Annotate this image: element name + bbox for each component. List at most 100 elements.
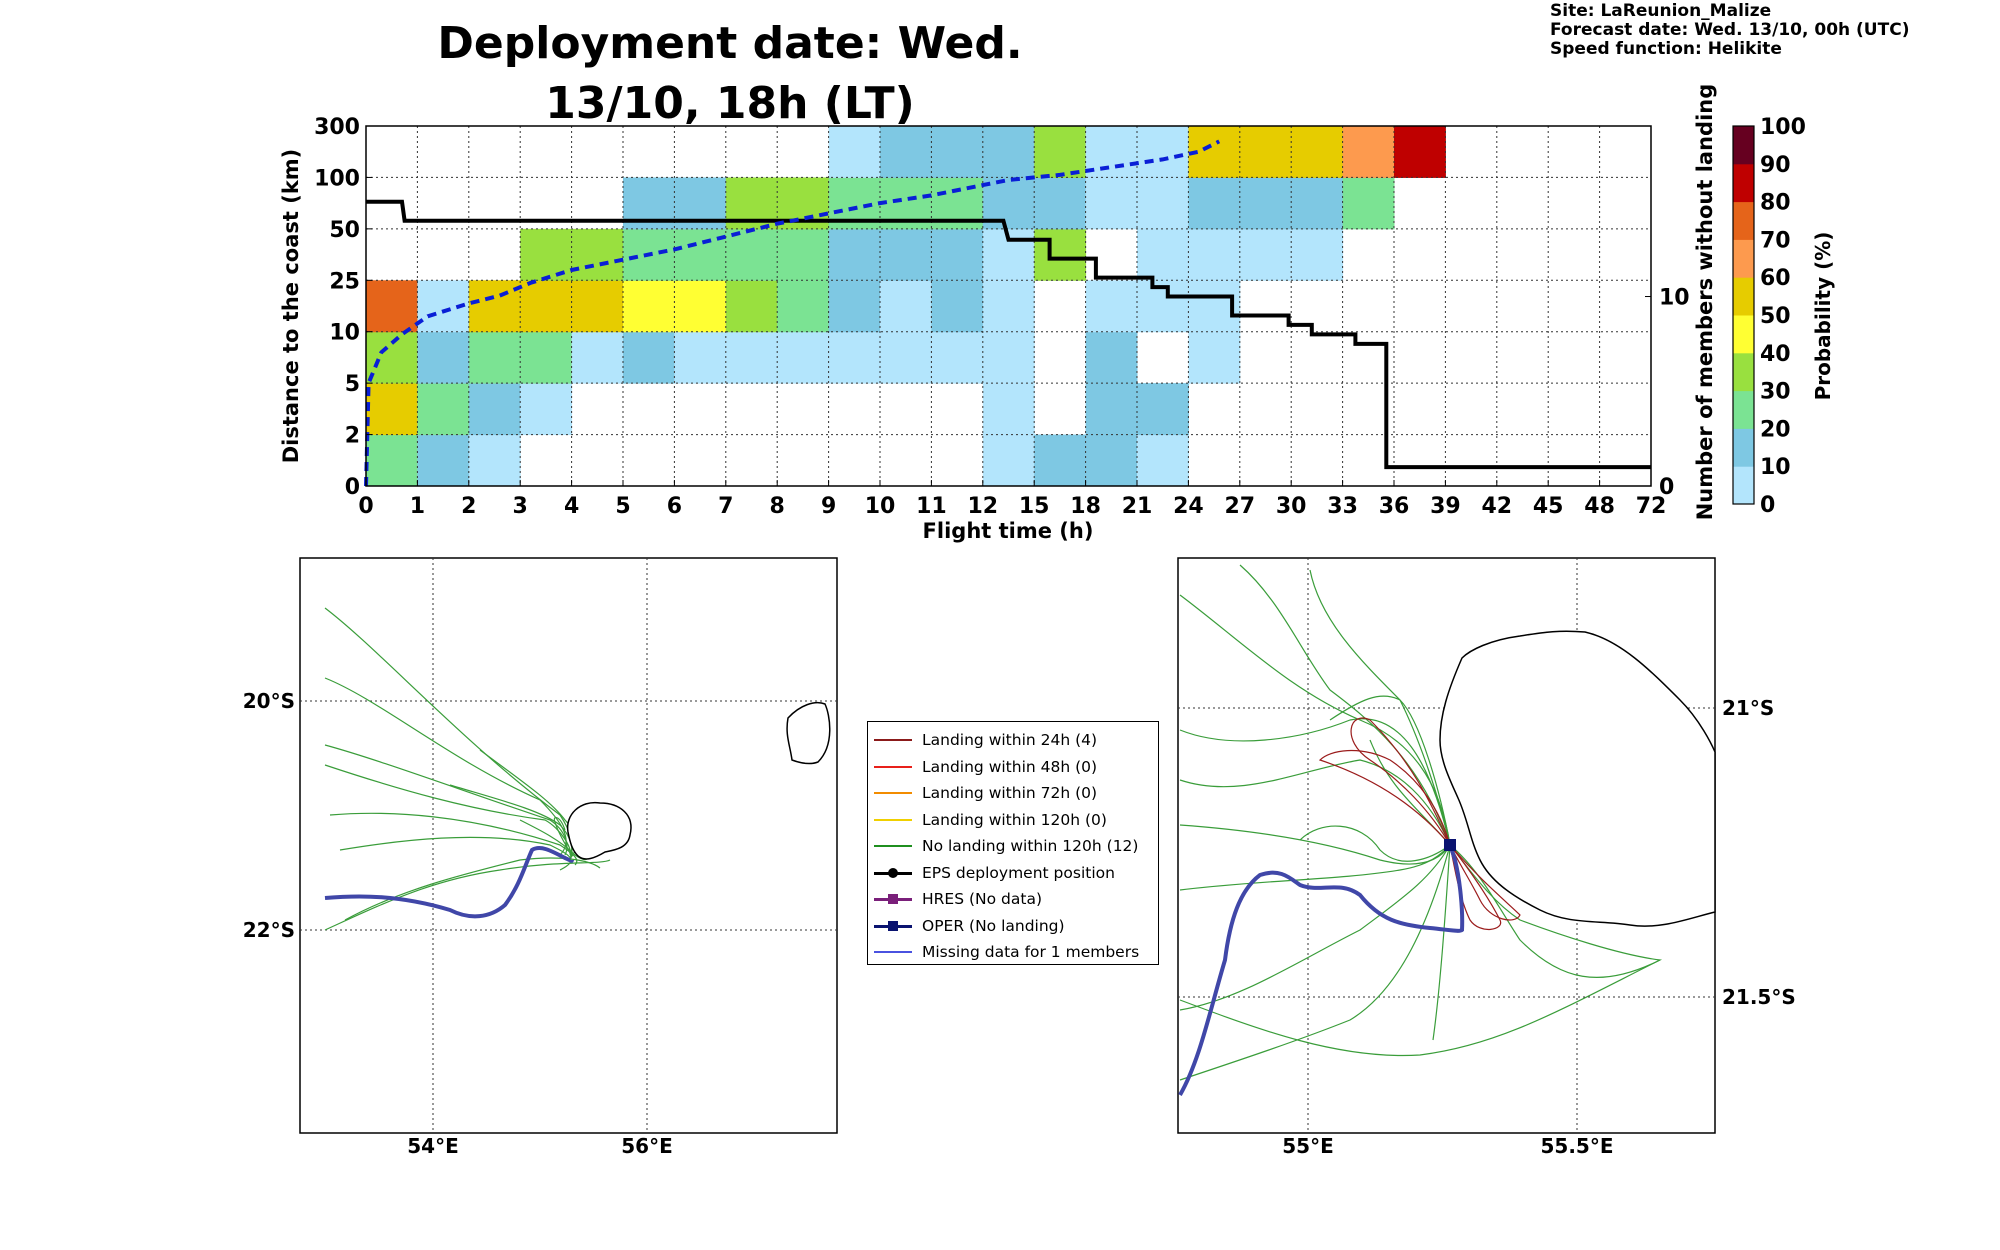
left-map-graticule xyxy=(300,558,837,1133)
x-tick-label: 2 xyxy=(461,494,476,519)
right-map-lat-label-1: 21.5°S xyxy=(1722,985,1796,1009)
left-map: 54°E 56°E 20°S 22°S xyxy=(243,557,838,1158)
heatmap-cell xyxy=(982,126,1035,178)
heatmap-cell xyxy=(417,383,470,436)
heatmap-cell xyxy=(982,280,1035,333)
heatmap-cell xyxy=(468,331,521,384)
heatmap-cell xyxy=(828,228,881,281)
heatmap-cell xyxy=(520,331,573,384)
heatmap-cell xyxy=(1137,434,1189,487)
median-distance-line xyxy=(364,139,1221,487)
x-tick-label: 36 xyxy=(1379,494,1410,519)
legend-item: Landing within 48h (0) xyxy=(874,754,1152,781)
x-tick-label: 0 xyxy=(358,494,373,519)
heatmap-cell xyxy=(520,383,573,436)
legend-swatch xyxy=(874,759,912,775)
legend-label: Landing within 24h (4) xyxy=(922,731,1098,750)
x-tick-label: 10 xyxy=(865,494,896,519)
circle-marker-icon xyxy=(888,867,898,878)
x-tick-label: 42 xyxy=(1481,494,1512,519)
y-tick-label: 0 xyxy=(345,475,360,500)
heatmap-cell xyxy=(931,228,984,281)
heatmap-axes: 0 1 2 3 4 5 6 7 8 9 10 11 12 15 18 21 24 27 30 33 36 39 42 45 48… xyxy=(314,115,1690,519)
y-axis-label: Distance to the coast (km) xyxy=(279,149,303,464)
heatmap-cell xyxy=(1085,383,1138,436)
x-tick-label: 3 xyxy=(513,494,528,519)
heatmap-cell xyxy=(1085,331,1138,384)
x-tick-label: 8 xyxy=(770,494,785,519)
speed-function-label: Speed function: Helikite xyxy=(1550,39,1782,59)
heatmap-cell xyxy=(674,331,727,384)
heatmap-cell xyxy=(1342,126,1395,178)
colorbar-tick-label: 20 xyxy=(1760,417,1791,442)
left-map-lon-label-1: 56°E xyxy=(621,1134,673,1158)
x-tick-label: 24 xyxy=(1173,494,1204,519)
x-tick-label: 27 xyxy=(1224,494,1255,519)
heatmap-cell xyxy=(1034,177,1087,230)
y-tick-label: 5 xyxy=(345,372,360,397)
legend-swatch xyxy=(874,944,912,960)
legend-swatch xyxy=(874,732,912,748)
heatmap-cell xyxy=(1137,383,1189,436)
y-tick-label: 10 xyxy=(329,321,360,346)
left-map-oper-track xyxy=(324,846,574,919)
colorbar-segment xyxy=(1733,201,1754,240)
legend-label: Landing within 120h (0) xyxy=(922,810,1107,829)
heatmap-cell xyxy=(571,228,624,281)
heatmap-cell xyxy=(777,331,830,384)
x-axis-label: Flight time (h) xyxy=(923,519,1094,543)
legend-label: Landing within 72h (0) xyxy=(922,784,1098,803)
colorbar: 0 10 20 30 40 50 60 70 80 90 100 xyxy=(1732,115,1806,518)
heatmap-cell xyxy=(931,280,984,333)
colorbar-tick-label: 60 xyxy=(1760,266,1791,291)
site-label: Site: LaReunion_Malize xyxy=(1550,1,1772,21)
heatmap-cell xyxy=(468,280,521,333)
heatmap-cell xyxy=(1291,126,1344,178)
right-map-reunion-island xyxy=(1439,630,1716,927)
heatmap-cell xyxy=(1085,126,1138,178)
x-tick-label: 72 xyxy=(1636,494,1667,519)
heatmap-cell xyxy=(366,383,418,436)
colorbar-tick-label: 30 xyxy=(1760,380,1791,405)
legend-label: Landing within 48h (0) xyxy=(922,757,1098,776)
heatmap-cell xyxy=(1291,177,1344,230)
left-map-lat-label-0: 20°S xyxy=(243,689,295,713)
heatmap-cell xyxy=(571,280,624,333)
square-marker-icon xyxy=(888,920,898,931)
square-marker-icon xyxy=(888,894,898,905)
x-tick-label: 30 xyxy=(1276,494,1307,519)
heatmap-cell xyxy=(1188,228,1241,281)
legend-item: EPS deployment position xyxy=(874,860,1152,887)
heatmap-cell xyxy=(1239,228,1292,281)
legend-label: OPER (No landing) xyxy=(922,916,1065,935)
heatmap-cell xyxy=(1085,177,1138,230)
colorbar-segment xyxy=(1733,277,1754,316)
x-tick-label: 4 xyxy=(564,494,579,519)
heatmap-cell xyxy=(417,434,470,487)
y-tick-label: 50 xyxy=(329,218,360,243)
forecast-date-label: Forecast date: Wed. 13/10, 00h (UTC) xyxy=(1550,20,1910,40)
legend-item: OPER (No landing) xyxy=(874,913,1152,940)
heatmap-cell xyxy=(366,331,418,384)
heatmap-cell xyxy=(982,383,1035,436)
heatmap-cell xyxy=(880,331,932,384)
colorbar-segment xyxy=(1733,352,1754,392)
x-tick-label: 21 xyxy=(1122,494,1153,519)
left-map-reunion-island xyxy=(566,801,632,860)
right-map: 55°E 55.5°E 21°S 21.5°S xyxy=(1177,557,1796,1158)
colorbar-segment xyxy=(1733,466,1754,505)
x-tick-label: 7 xyxy=(718,494,733,519)
forecast-info: Site: LaReunion_Malize Forecast date: We… xyxy=(1550,2,1909,59)
colorbar-segment xyxy=(1733,239,1754,278)
colorbar-tick-label: 70 xyxy=(1760,228,1791,253)
heatmap-cell xyxy=(1291,228,1344,281)
heatmap-cell xyxy=(1137,126,1189,178)
colorbar-label: Probability (%) xyxy=(1811,232,1835,401)
heatmap-grid xyxy=(366,126,1651,486)
y2-axis-label: Number of members without landing xyxy=(1693,84,1717,521)
y-tick-label: 2 xyxy=(345,424,360,449)
colorbar-segment xyxy=(1733,163,1754,203)
legend-item: Missing data for 1 members xyxy=(874,939,1152,966)
map-legend: Landing within 24h (4) Landing within 48h… xyxy=(867,721,1159,965)
